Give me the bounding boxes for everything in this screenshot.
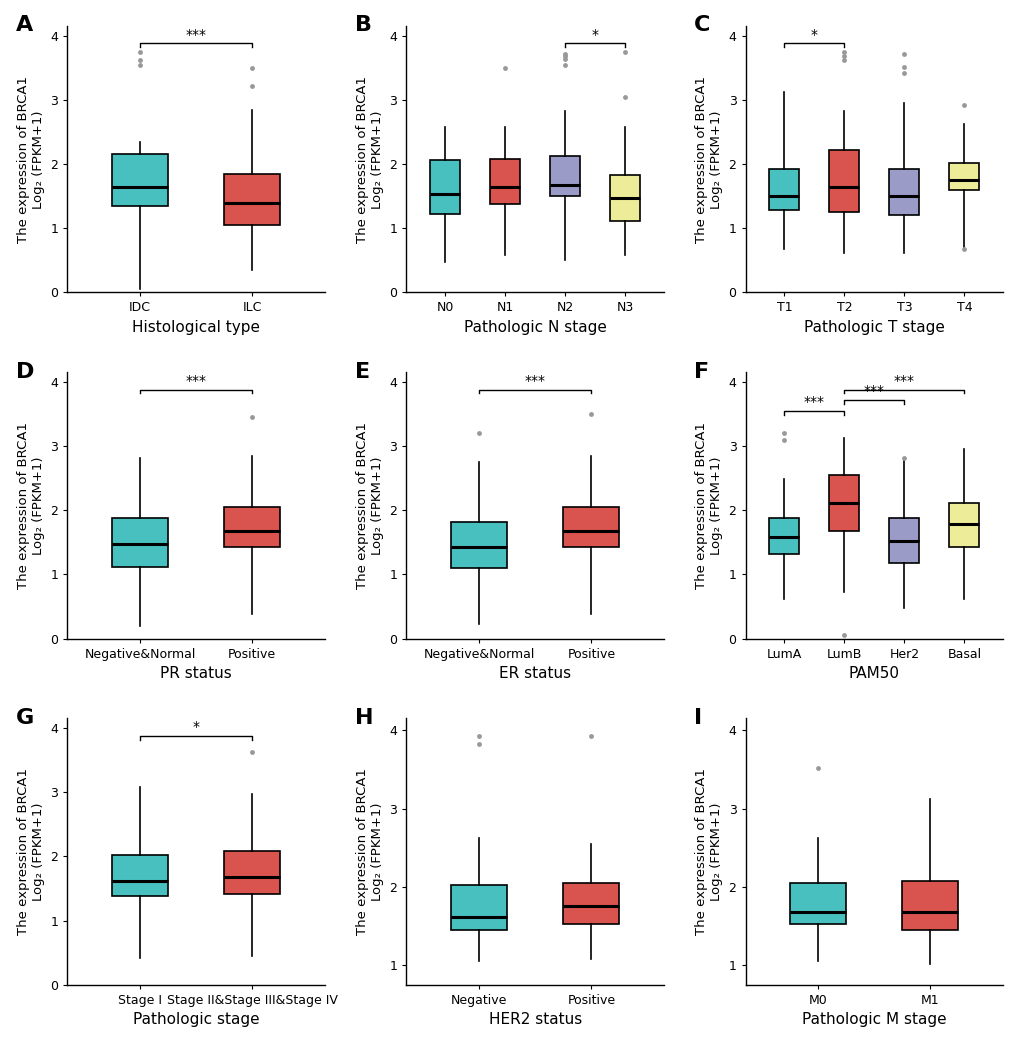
Y-axis label: The expression of BRCA1
Log₂ (FPKM+1): The expression of BRCA1 Log₂ (FPKM+1) (16, 76, 45, 243)
Text: ***: *** (803, 395, 824, 409)
Bar (549, 157, 580, 196)
Bar (828, 475, 859, 530)
X-axis label: PAM50: PAM50 (848, 666, 899, 681)
X-axis label: PR status: PR status (160, 666, 231, 681)
Bar (768, 168, 799, 210)
Y-axis label: The expression of BRCA1
Log₂ (FPKM+1): The expression of BRCA1 Log₂ (FPKM+1) (356, 76, 383, 243)
X-axis label: ER status: ER status (498, 666, 571, 681)
Y-axis label: The expression of BRCA1
Log₂ (FPKM+1): The expression of BRCA1 Log₂ (FPKM+1) (694, 422, 722, 589)
Text: ***: *** (863, 384, 884, 398)
Bar (949, 502, 978, 547)
Bar (562, 883, 619, 924)
Text: ***: *** (185, 374, 207, 387)
Text: C: C (693, 16, 709, 35)
Text: D: D (15, 361, 34, 382)
Bar (889, 169, 918, 215)
Bar (609, 175, 640, 220)
Bar (224, 851, 280, 894)
Text: E: E (355, 361, 370, 382)
Bar (112, 518, 168, 567)
Bar (112, 155, 168, 206)
Bar (112, 855, 168, 896)
Text: A: A (15, 16, 33, 35)
Bar (430, 160, 460, 214)
Text: ***: *** (893, 374, 914, 387)
Bar (490, 159, 520, 204)
Bar (768, 518, 799, 554)
Y-axis label: The expression of BRCA1
Log₂ (FPKM+1): The expression of BRCA1 Log₂ (FPKM+1) (356, 422, 383, 589)
Y-axis label: The expression of BRCA1
Log₂ (FPKM+1): The expression of BRCA1 Log₂ (FPKM+1) (16, 422, 45, 589)
Bar (450, 522, 506, 568)
Bar (790, 883, 846, 924)
X-axis label: HER2 status: HER2 status (488, 1013, 582, 1027)
Y-axis label: The expression of BRCA1
Log₂ (FPKM+1): The expression of BRCA1 Log₂ (FPKM+1) (694, 76, 722, 243)
Bar (828, 150, 859, 212)
X-axis label: Pathologic T stage: Pathologic T stage (803, 321, 944, 335)
Text: B: B (355, 16, 372, 35)
Y-axis label: The expression of BRCA1
Log₂ (FPKM+1): The expression of BRCA1 Log₂ (FPKM+1) (694, 768, 722, 935)
Text: *: * (591, 27, 598, 42)
Y-axis label: The expression of BRCA1
Log₂ (FPKM+1): The expression of BRCA1 Log₂ (FPKM+1) (356, 768, 383, 935)
Text: G: G (15, 708, 34, 728)
Bar (949, 163, 978, 190)
Bar (889, 518, 918, 563)
X-axis label: Histological type: Histological type (132, 321, 260, 335)
Text: F: F (693, 361, 708, 382)
Bar (902, 880, 958, 930)
Bar (450, 885, 506, 930)
Bar (562, 507, 619, 547)
Text: H: H (355, 708, 373, 728)
Text: ***: *** (185, 27, 207, 42)
Bar (224, 173, 280, 226)
Bar (224, 507, 280, 547)
Y-axis label: The expression of BRCA1
Log₂ (FPKM+1): The expression of BRCA1 Log₂ (FPKM+1) (16, 768, 45, 935)
X-axis label: Pathologic N stage: Pathologic N stage (464, 321, 606, 335)
Text: I: I (693, 708, 701, 728)
Text: *: * (810, 27, 817, 42)
X-axis label: Pathologic stage: Pathologic stage (132, 1013, 259, 1027)
Text: *: * (193, 719, 200, 734)
Text: ***: *** (525, 374, 545, 387)
X-axis label: Pathologic M stage: Pathologic M stage (801, 1013, 946, 1027)
